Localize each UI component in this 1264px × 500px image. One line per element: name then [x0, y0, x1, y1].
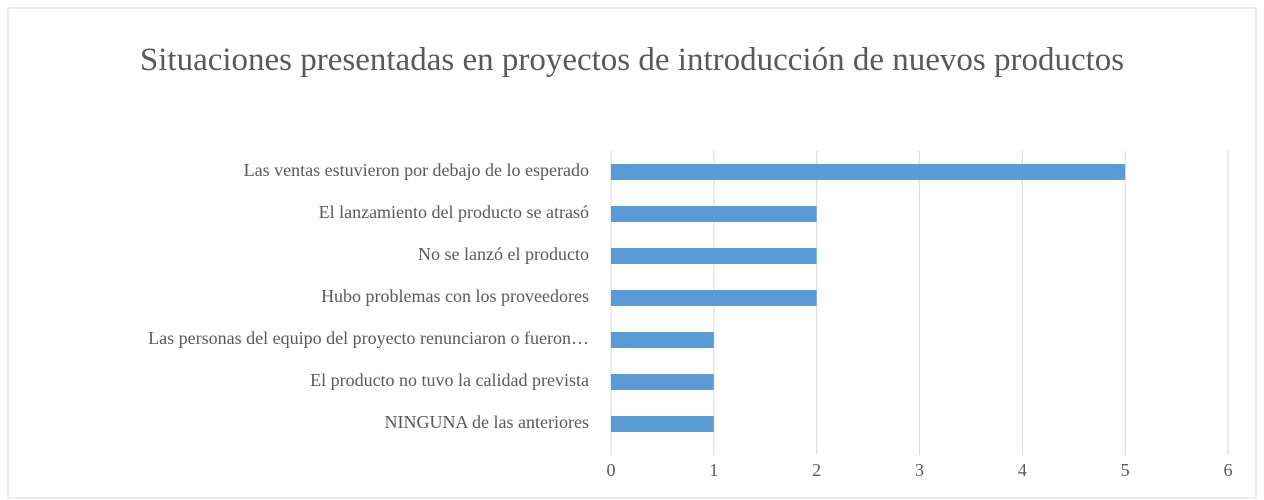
y-tick-label: Las ventas estuvieron por debajo de lo e… [244, 160, 589, 180]
y-tick-label: Hubo problemas con los proveedores [321, 286, 589, 306]
x-tick-label: 3 [915, 460, 924, 480]
y-tick-label: El lanzamiento del producto se atrasó [319, 202, 589, 222]
bar [611, 416, 714, 432]
bar [611, 248, 817, 264]
bar [611, 164, 1126, 180]
x-tick-label: 5 [1121, 460, 1130, 480]
bar [611, 290, 817, 306]
bar [611, 332, 714, 348]
x-tick-label: 0 [607, 460, 616, 480]
bar [611, 374, 714, 390]
x-tick-label: 1 [709, 460, 718, 480]
y-tick-label: El producto no tuvo la calidad prevista [310, 370, 589, 390]
y-tick-label: Las personas del equipo del proyecto ren… [148, 328, 589, 348]
bar [611, 206, 817, 222]
chart-title: Situaciones presentadas en proyectos de … [139, 42, 1125, 78]
x-tick-label: 6 [1224, 460, 1233, 480]
x-tick-label: 4 [1018, 460, 1027, 480]
y-tick-label: NINGUNA de las anteriores [385, 412, 589, 432]
x-tick-label: 2 [812, 460, 821, 480]
y-tick-label: No se lanzó el producto [418, 244, 589, 264]
